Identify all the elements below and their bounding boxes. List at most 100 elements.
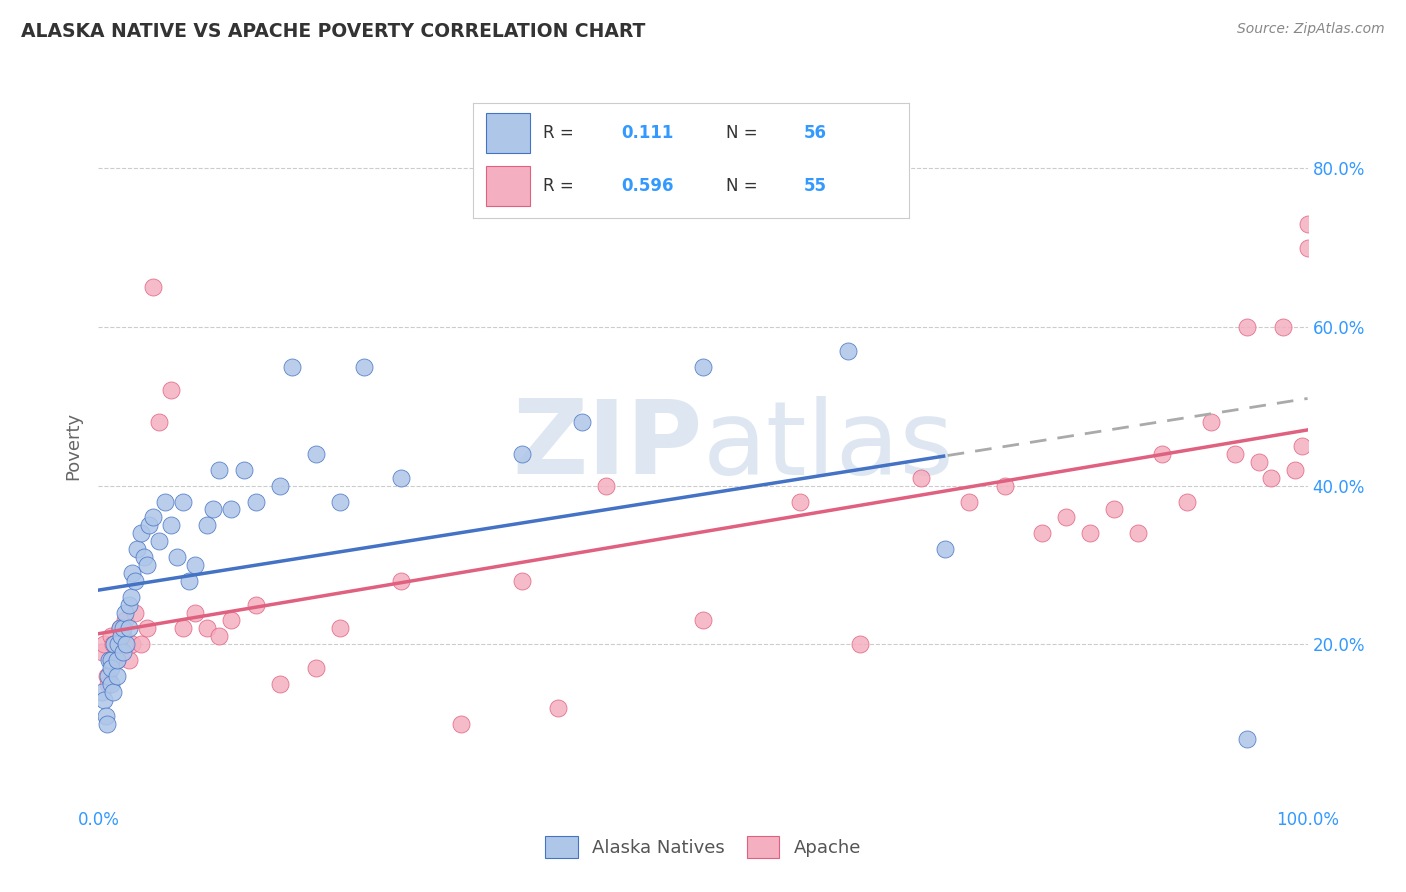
Point [692,359,714,374]
Point [100,629,122,643]
Point [142,280,165,294]
Point [1236,732,1258,747]
Point [108,621,131,635]
Point [1199,415,1222,429]
Point [195,518,218,533]
Point [510,574,533,588]
Point [100,661,122,675]
Point [118,598,141,612]
Point [1078,526,1101,541]
Point [107,637,129,651]
Point [1054,510,1077,524]
Point [957,494,980,508]
Point [121,566,143,580]
Point [305,661,328,675]
Point [1284,463,1306,477]
Point [1272,320,1295,334]
Point [97,669,120,683]
Point [1296,217,1319,231]
Point [389,574,412,588]
Point [105,653,128,667]
Point [934,542,956,557]
Point [353,359,375,374]
Point [94,708,117,723]
Point [160,518,183,533]
Point [1128,526,1150,541]
Point [93,692,115,706]
Point [127,542,149,557]
Point [547,700,569,714]
Point [134,549,156,564]
Point [692,614,714,628]
Point [110,629,132,643]
Point [179,574,201,588]
Point [1152,447,1174,461]
Point [118,653,141,667]
Point [1031,526,1053,541]
Y-axis label: Poverty: Poverty [65,412,83,480]
Point [111,629,134,643]
Point [281,359,304,374]
Point [105,653,128,667]
Point [97,677,120,691]
Point [114,614,136,628]
Point [103,637,125,651]
Point [595,478,617,492]
Point [510,447,533,461]
Point [124,574,146,588]
Point [118,621,141,635]
Text: ZIP: ZIP [513,395,703,497]
Point [98,653,121,667]
Point [120,590,142,604]
Point [91,645,114,659]
Point [129,526,152,541]
Point [184,606,207,620]
Point [105,669,128,683]
Point [269,478,291,492]
Point [245,598,267,612]
Point [232,463,254,477]
Point [100,653,122,667]
Point [135,558,157,572]
Point [96,669,118,683]
Point [1260,471,1282,485]
Text: Source: ZipAtlas.com: Source: ZipAtlas.com [1237,22,1385,37]
Point [93,637,115,651]
Point [166,549,188,564]
Point [910,471,932,485]
Point [221,502,243,516]
Point [1102,502,1125,516]
Point [1175,494,1198,508]
Point [837,343,859,358]
Point [269,677,291,691]
Point [571,415,593,429]
Legend: Alaska Natives, Apache: Alaska Natives, Apache [538,829,868,865]
Point [329,621,352,635]
Point [148,534,170,549]
Point [994,478,1017,492]
Point [111,621,134,635]
Point [450,716,472,731]
Point [142,510,165,524]
Point [849,637,872,651]
Point [108,621,131,635]
Point [195,621,218,635]
Point [115,637,138,651]
Text: atlas: atlas [703,395,955,497]
Point [148,415,170,429]
Point [1236,320,1258,334]
Point [789,494,811,508]
Point [1249,455,1271,469]
Point [114,606,136,620]
Point [124,606,146,620]
Point [121,637,143,651]
Point [305,447,328,461]
Point [101,637,124,651]
Point [208,463,231,477]
Point [184,558,207,572]
Point [329,494,352,508]
Point [135,621,157,635]
Point [129,637,152,651]
Point [160,384,183,398]
Point [153,494,176,508]
